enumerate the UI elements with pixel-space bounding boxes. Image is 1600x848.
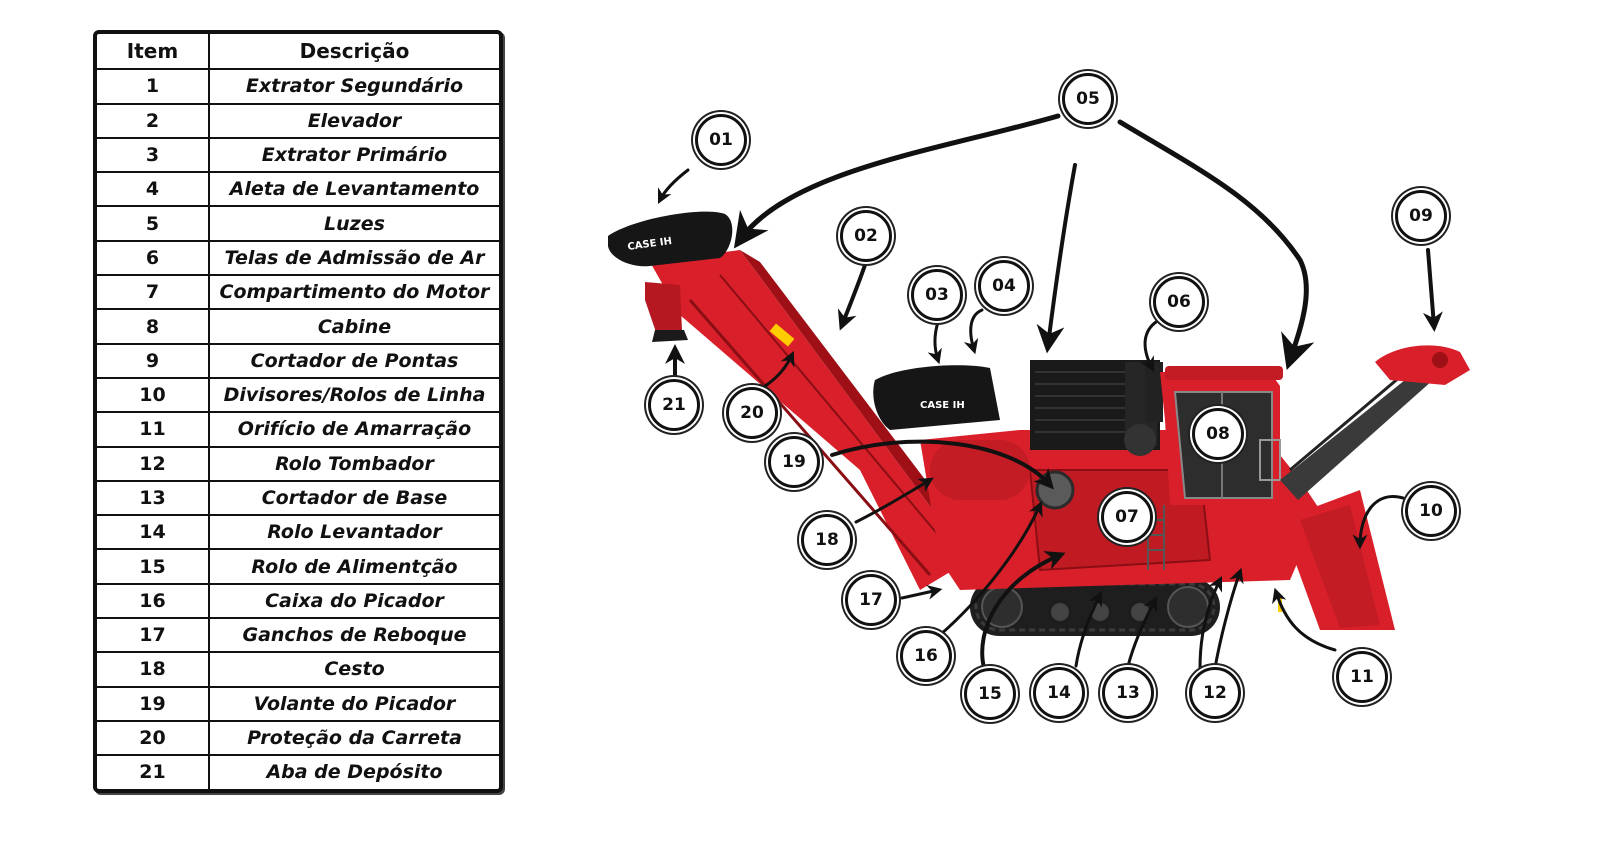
harvester-illustration: CASE IH CASE IH <box>608 113 1470 670</box>
item-number: 7 <box>97 276 210 309</box>
deposit-flap <box>645 282 682 338</box>
item-number: 8 <box>97 310 210 343</box>
item-number: 13 <box>97 481 210 515</box>
item-description: Ganchos de Reboque <box>242 624 467 647</box>
item-number: 19 <box>97 687 210 720</box>
item-number: 5 <box>97 207 210 240</box>
item-number: 14 <box>97 516 210 549</box>
table-row: 20 Proteção da Carreta <box>97 719 499 755</box>
callout-06: 06 <box>1153 276 1205 328</box>
item-number: 9 <box>97 344 210 377</box>
callout-16: 16 <box>900 630 952 682</box>
table-row: 3 Extrator Primário <box>97 136 499 172</box>
item-number: 1 <box>97 70 210 103</box>
table-row: 11 Orifício de Amarração <box>97 411 499 446</box>
item-description: Telas de Admissão de Ar <box>224 246 485 269</box>
table-row: 13 Cortador de Base <box>97 479 499 515</box>
machine-body: CASE IH <box>873 360 1320 590</box>
callout-15: 15 <box>964 668 1016 720</box>
table-row: 7 Compartimento do Motor <box>97 274 499 309</box>
svg-text:CASE IH: CASE IH <box>920 400 965 411</box>
table-row: 8 Cabine <box>97 308 499 343</box>
table-row: 14 Rolo Levantador <box>97 514 499 549</box>
item-description: Compartimento do Motor <box>219 281 490 304</box>
item-number: 4 <box>97 173 210 206</box>
item-description: Orifício de Amarração <box>237 418 472 441</box>
item-number: 3 <box>97 138 210 172</box>
secondary-extractor: CASE IH <box>608 211 733 267</box>
callout-08: 08 <box>1192 408 1244 460</box>
callout-01: 01 <box>695 114 747 166</box>
item-number: 11 <box>97 413 210 446</box>
callout-11: 11 <box>1336 651 1388 703</box>
callout-18: 18 <box>801 514 853 566</box>
item-description: Divisores/Rolos de Linha <box>223 384 486 407</box>
harvester-diagram: CASE IH CASE IH <box>560 0 1600 848</box>
callout-07: 07 <box>1101 491 1153 543</box>
table-row: 5 Luzes <box>97 205 499 240</box>
table-row: 6 Telas de Admissão de Ar <box>97 239 499 275</box>
table-row: 10 Divisores/Rolos de Linha <box>97 376 499 412</box>
callout-13: 13 <box>1102 667 1154 719</box>
callout-02: 02 <box>840 210 892 262</box>
item-description: Cortador de Pontas <box>250 349 459 372</box>
table-row: 18 Cesto <box>97 651 499 686</box>
item-description: Elevador <box>307 109 402 132</box>
callout-12: 12 <box>1189 667 1241 719</box>
header-description: Descrição <box>299 39 410 64</box>
table-row: 21 Aba de Depósito <box>97 754 499 789</box>
item-description: Cabine <box>317 315 392 338</box>
item-number: 15 <box>97 550 210 583</box>
callout-09: 09 <box>1395 190 1447 242</box>
table-row: 16 Caixa do Picador <box>97 582 499 618</box>
callout-20: 20 <box>726 387 778 439</box>
item-number: 20 <box>97 721 210 755</box>
item-number: 16 <box>97 584 210 618</box>
table-row: 15 Rolo de Alimentção <box>97 548 499 583</box>
header-item: Item <box>97 34 210 69</box>
item-description: Volante do Picador <box>253 692 456 715</box>
table-row: 12 Rolo Tombador <box>97 445 499 480</box>
item-description: Rolo Tombador <box>275 452 434 475</box>
item-number: 17 <box>97 619 210 652</box>
callout-04: 04 <box>978 260 1030 312</box>
item-description: Cortador de Base <box>261 487 448 509</box>
callout-05: 05 <box>1062 73 1114 125</box>
callout-arrows <box>657 113 1443 670</box>
item-description: Caixa do Picador <box>265 589 444 612</box>
table-row: 4 Aleta de Levantamento <box>97 171 499 206</box>
callout-03: 03 <box>911 269 963 321</box>
table-row: 17 Ganchos de Reboque <box>97 617 499 652</box>
item-description: Proteção da Carreta <box>247 727 462 750</box>
item-number: 12 <box>97 447 210 480</box>
item-description: Extrator Segundário <box>245 75 464 98</box>
topper-cutter <box>1375 345 1470 385</box>
item-description: Rolo de Alimentção <box>251 555 458 578</box>
item-number: 21 <box>97 756 210 789</box>
item-description: Luzes <box>324 212 385 235</box>
callout-21: 21 <box>648 379 700 431</box>
topper <box>1280 345 1470 500</box>
table-row: 9 Cortador de Pontas <box>97 342 499 377</box>
table-body: 1 Extrator Segundário 2 Elevador 3 Extrator P… <box>97 68 499 789</box>
table-row: 19 Volante do Picador <box>97 685 499 720</box>
parts-table: Item Descrição 1 Extrator Segundário 2 Elev… <box>93 30 503 793</box>
callout-19: 19 <box>768 436 820 488</box>
item-number: 18 <box>97 653 210 686</box>
item-number: 10 <box>97 378 210 412</box>
table-row: 2 Elevador <box>97 102 499 137</box>
item-number: 6 <box>97 241 210 275</box>
table-row: 1 Extrator Segundário <box>97 68 499 103</box>
item-number: 2 <box>97 104 210 137</box>
callout-10: 10 <box>1405 485 1457 537</box>
item-description: Extrator Primário <box>261 144 448 167</box>
callout-14: 14 <box>1033 667 1085 719</box>
item-description: Cesto <box>324 658 385 681</box>
item-description: Aleta de Levantamento <box>229 178 480 201</box>
callout-17: 17 <box>845 574 897 626</box>
item-description: Rolo Levantador <box>267 521 442 544</box>
table-header-row: Item Descrição <box>97 34 499 69</box>
item-description: Aba de Depósito <box>266 761 443 784</box>
